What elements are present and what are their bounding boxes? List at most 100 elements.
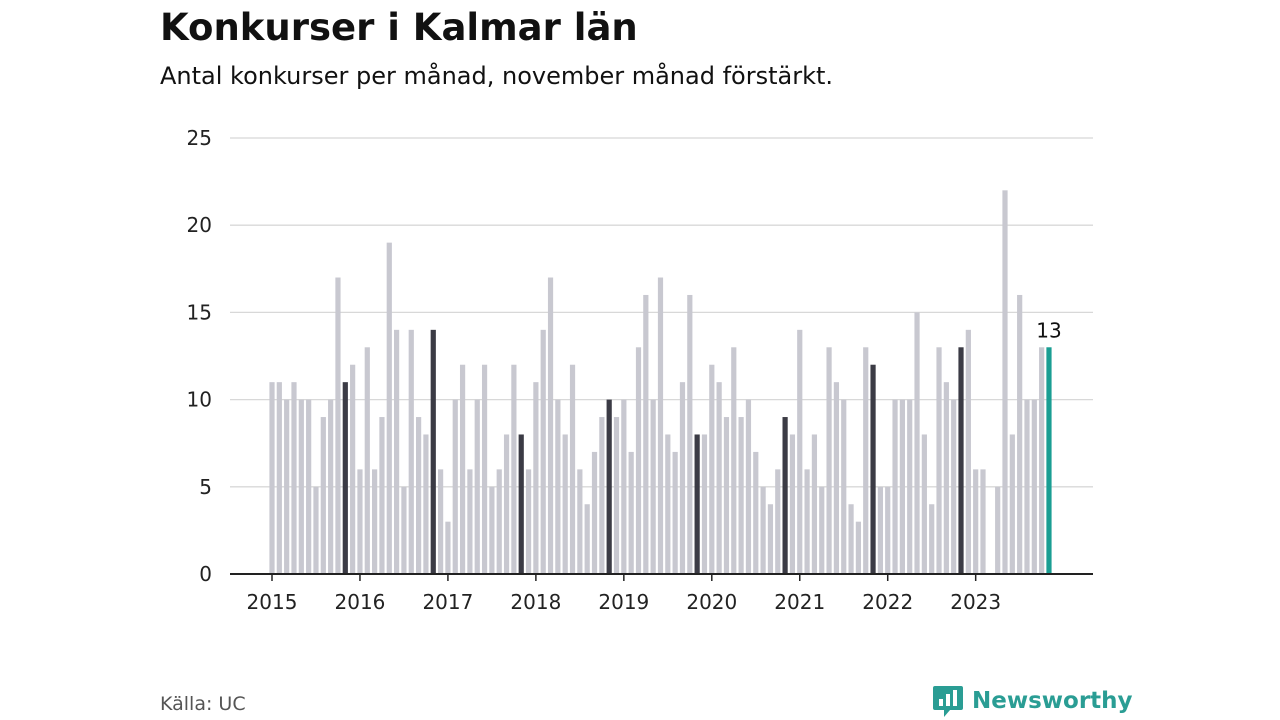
bar [350,364,356,574]
bar [533,382,539,574]
bar [1017,294,1023,574]
bar [841,399,847,574]
bar [907,399,913,574]
bar [899,399,905,574]
bars [269,190,1052,574]
x-tick-label: 2020 [686,590,737,614]
bar [276,382,282,574]
bar [738,417,744,574]
bar [328,399,334,574]
bar [613,417,620,574]
bar [665,434,671,574]
x-tick-label: 2021 [774,590,825,614]
bar [635,347,642,574]
brand-name: Newsworthy [972,688,1133,714]
x-tick-label: 2016 [335,590,386,614]
bar [760,486,766,574]
brand-logo: Newsworthy [932,684,1133,718]
bar [995,486,1001,574]
x-tick-label: 2023 [950,590,1001,614]
bar [819,486,825,574]
bar [723,417,730,574]
bar [577,469,583,574]
bar [929,504,935,574]
bar [416,417,422,574]
x-tick-label: 2018 [510,590,561,614]
bar [753,451,759,574]
bar [606,399,612,574]
bar [657,277,664,574]
newsworthy-logo-icon [933,686,963,717]
bar [965,329,971,574]
source-note: Källa: UC [160,693,246,715]
bar [320,417,326,574]
bar [921,434,927,574]
bar [379,417,385,574]
chart-subtitle: Antal konkurser per månad, november måna… [160,62,834,90]
bar [562,434,568,574]
bar [643,294,649,574]
bar [386,242,392,574]
bar [914,312,920,574]
bar [943,382,949,574]
bar [1024,399,1030,574]
y-tick-label: 20 [187,213,212,237]
bar [298,399,304,574]
bar [408,329,414,574]
bar [775,469,781,574]
x-tick-label: 2015 [247,590,298,614]
bar [767,504,774,574]
bar [870,364,876,574]
y-tick-label: 0 [199,562,212,586]
y-tick-label: 10 [187,388,212,412]
bar [525,469,532,574]
bar [980,469,986,574]
bar [394,329,400,574]
bar [452,399,458,574]
bar [511,364,517,574]
bar [628,451,634,574]
bar [423,434,429,574]
bar [430,329,436,574]
bar [342,382,348,574]
bar [782,417,788,574]
bar [848,504,854,574]
bar [958,347,964,574]
last-value-label: 13 [1036,318,1061,342]
bar [503,434,510,574]
bar [372,469,378,574]
bar [811,434,818,574]
bar [789,434,796,574]
bar [679,382,686,574]
bar [269,382,275,574]
bar [701,434,708,574]
chart-title: Konkurser i Kalmar län [160,6,638,49]
bar [731,347,737,574]
bar [885,486,891,574]
bar [855,521,861,574]
bar [445,521,451,574]
bar [599,417,605,574]
bar [672,451,678,574]
x-axis-ticks: 2015 2016 2017 2018 2019 2020 2021 2022 2023 [247,574,1001,614]
bar [936,347,942,574]
bar [306,399,312,574]
x-tick-label: 2022 [862,590,913,614]
bar [1031,399,1037,574]
bar [709,364,715,574]
bar [357,469,363,574]
bar [716,382,722,574]
bar [547,277,554,574]
bar [335,277,341,574]
bar [1002,190,1008,574]
bar [804,469,810,574]
bar [687,294,693,574]
bar [863,347,869,574]
bar [459,364,466,574]
y-tick-label: 25 [187,126,212,150]
bar [474,399,480,574]
y-tick-label: 15 [187,300,212,324]
y-tick-label: 5 [199,475,212,499]
bar [467,469,473,574]
bar [745,399,752,574]
